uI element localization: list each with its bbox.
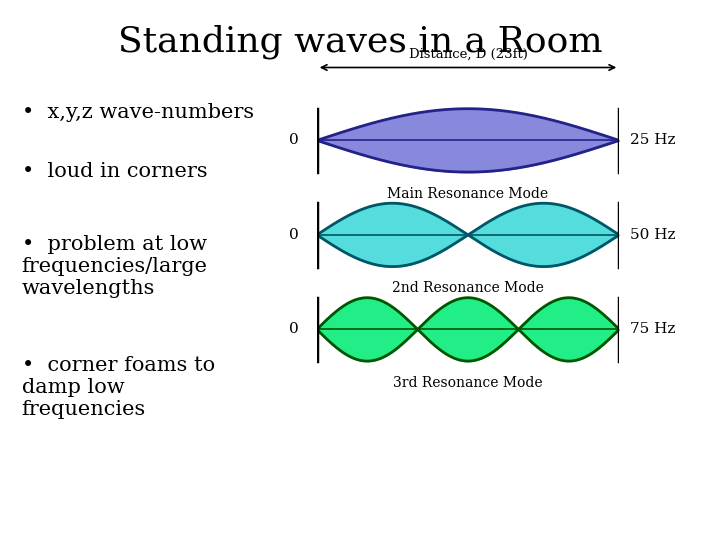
Text: 3rd Resonance Mode: 3rd Resonance Mode <box>393 376 543 389</box>
Text: 50 Hz: 50 Hz <box>630 228 675 242</box>
Text: 0: 0 <box>289 133 299 147</box>
Text: 25 Hz: 25 Hz <box>630 133 675 147</box>
Text: Distance, D (23ft): Distance, D (23ft) <box>408 48 528 61</box>
Text: 0: 0 <box>289 228 299 242</box>
Text: 75 Hz: 75 Hz <box>630 322 675 336</box>
Text: Main Resonance Mode: Main Resonance Mode <box>387 186 549 200</box>
Text: Standing waves in a Room: Standing waves in a Room <box>117 24 603 59</box>
Text: 0: 0 <box>289 322 299 336</box>
Text: •  corner foams to
damp low
frequencies: • corner foams to damp low frequencies <box>22 356 215 420</box>
Text: •  problem at low
frequencies/large
wavelengths: • problem at low frequencies/large wavel… <box>22 235 207 298</box>
Text: •  loud in corners: • loud in corners <box>22 162 207 181</box>
Text: •  x,y,z wave-numbers: • x,y,z wave-numbers <box>22 103 253 122</box>
Text: 2nd Resonance Mode: 2nd Resonance Mode <box>392 281 544 295</box>
